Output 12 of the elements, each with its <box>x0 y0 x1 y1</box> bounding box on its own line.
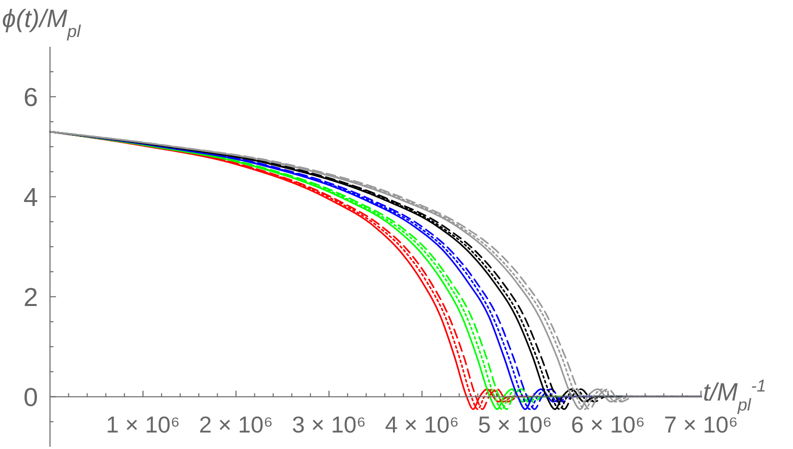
x-tick-label: 4 × 10⁶ <box>384 412 460 438</box>
y-tick-label: 2 <box>24 282 38 312</box>
y-axis-title: ϕ(t)/M$_{pl}$ <box>2 5 82 40</box>
y-tick-label: 4 <box>24 182 38 212</box>
x-tick-label: 1 × 10⁶ <box>106 412 180 438</box>
y-tick-label: 6 <box>24 82 38 112</box>
y-tick-label: 0 <box>24 382 38 412</box>
x-tick-label: 2 × 10⁶ <box>198 412 274 438</box>
x-tick-label: 3 × 10⁶ <box>292 412 366 438</box>
x-tick-label: 5 × 10⁶ <box>478 412 552 438</box>
x-tick-label: 7 × 10⁶ <box>664 412 738 438</box>
x-tick-label: 6 × 10⁶ <box>570 412 646 438</box>
